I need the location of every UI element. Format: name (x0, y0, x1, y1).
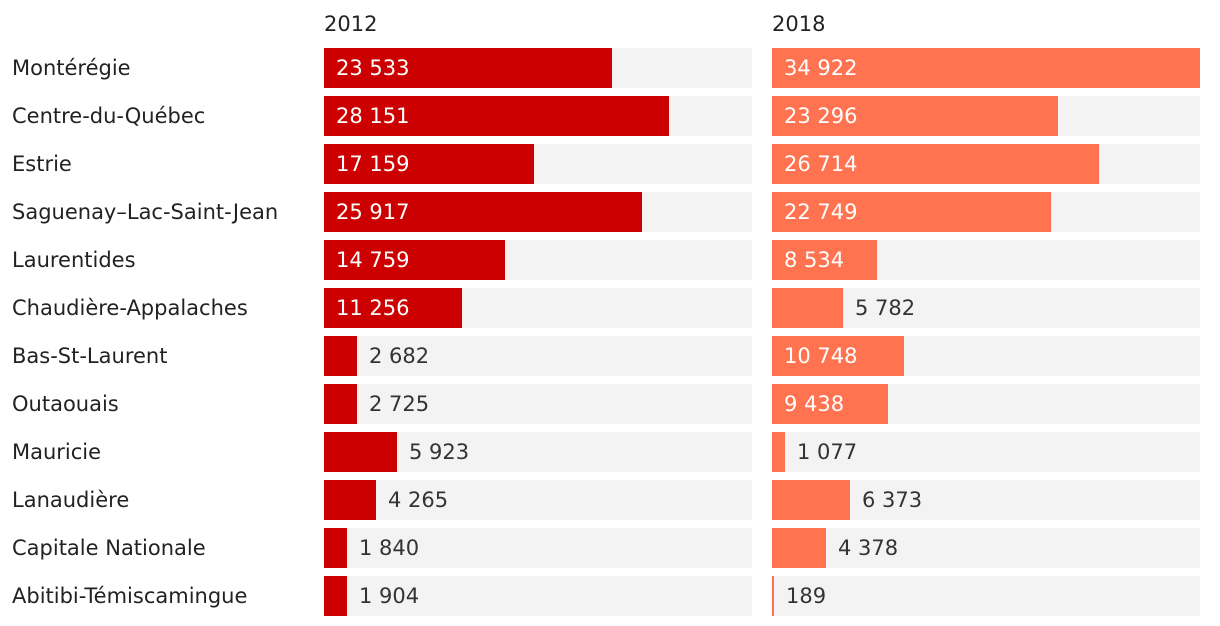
category-label: Chaudière-Appalaches (12, 296, 248, 320)
data-label-2012: 2 682 (369, 344, 430, 368)
data-label-2018: 5 782 (855, 296, 916, 320)
data-label-2018: 189 (786, 584, 827, 608)
bar-2012 (324, 288, 462, 328)
bar-2012 (324, 192, 642, 232)
category-label: Mauricie (12, 440, 102, 464)
data-label-2012: 25 917 (336, 200, 410, 224)
data-label-2018: 22 749 (784, 200, 858, 224)
bar-2018 (772, 432, 785, 472)
bar-2012 (324, 528, 347, 568)
bar-2018 (772, 384, 888, 424)
data-label-2012: 23 533 (336, 56, 410, 80)
data-label-2012: 5 923 (409, 440, 470, 464)
bar-2018 (772, 48, 1200, 88)
data-label-2012: 14 759 (336, 248, 410, 272)
bar-2012 (324, 336, 357, 376)
data-label-2012: 1 904 (359, 584, 420, 608)
data-label-2012: 17 159 (336, 152, 410, 176)
bar-track (324, 528, 752, 568)
bar-track (324, 336, 752, 376)
data-label-2012: 1 840 (359, 536, 420, 560)
bar-2012 (324, 480, 376, 520)
bar-2012 (324, 144, 534, 184)
data-label-2018: 1 077 (797, 440, 858, 464)
bar-track (772, 432, 1200, 472)
category-label: Montérégie (12, 56, 131, 80)
bar-2018 (772, 288, 843, 328)
data-label-2018: 6 373 (862, 488, 923, 512)
bar-2018 (772, 192, 1051, 232)
bar-2012 (324, 432, 397, 472)
bar-2012 (324, 576, 347, 616)
bar-track (772, 288, 1200, 328)
bar-2018 (772, 528, 826, 568)
bar-track (324, 480, 752, 520)
category-label: Capitale Nationale (12, 536, 206, 560)
data-label-2018: 8 534 (784, 248, 845, 272)
bar-track (324, 576, 752, 616)
category-label: Laurentides (12, 248, 136, 272)
bar-track (772, 576, 1200, 616)
data-label-2018: 26 714 (784, 152, 858, 176)
bar-2018 (772, 336, 904, 376)
data-label-2018: 4 378 (838, 536, 899, 560)
category-label: Centre-du-Québec (12, 104, 206, 128)
bar-2012 (324, 96, 669, 136)
data-label-2012: 2 725 (369, 392, 430, 416)
bar-2018 (772, 576, 774, 616)
bar-2018 (772, 96, 1058, 136)
data-label-2012: 4 265 (388, 488, 449, 512)
bar-2018 (772, 240, 877, 280)
category-label: Lanaudière (12, 488, 130, 512)
bar-2012 (324, 384, 357, 424)
bar-track (772, 528, 1200, 568)
data-label-2018: 34 922 (784, 56, 858, 80)
bar-track (324, 384, 752, 424)
data-label-2018: 9 438 (784, 392, 845, 416)
category-label: Saguenay–Lac-Saint-Jean (12, 200, 279, 224)
series-title-2012: 2012 (324, 12, 378, 36)
bar-2012 (324, 48, 612, 88)
category-label: Abitibi-Témiscamingue (12, 584, 248, 608)
bar-2018 (772, 144, 1099, 184)
bar-2018 (772, 480, 850, 520)
series-title-2018: 2018 (772, 12, 826, 36)
data-label-2018: 23 296 (784, 104, 858, 128)
category-label: Outaouais (12, 392, 119, 416)
category-label: Bas-St-Laurent (12, 344, 168, 368)
data-label-2012: 28 151 (336, 104, 410, 128)
category-label: Estrie (12, 152, 72, 176)
data-label-2012: 11 256 (336, 296, 410, 320)
bar-2012 (324, 240, 505, 280)
data-label-2018: 10 748 (784, 344, 858, 368)
